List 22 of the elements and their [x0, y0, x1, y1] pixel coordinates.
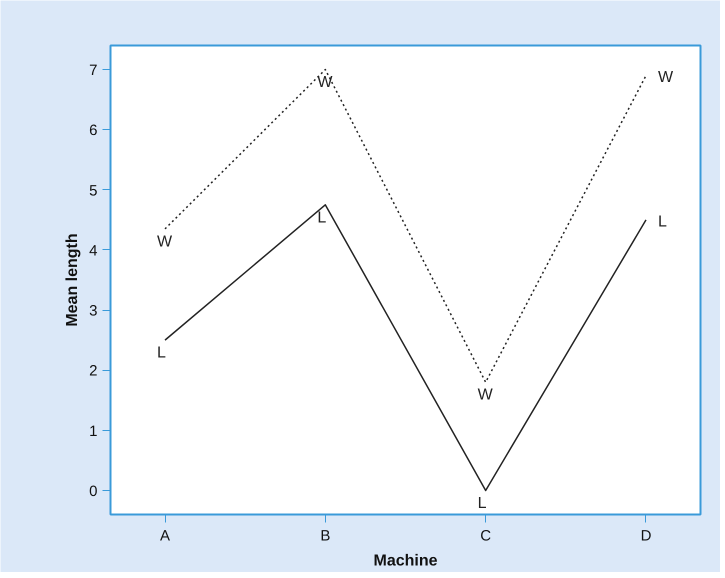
- text: L: [157, 344, 166, 362]
- y-tick-label: 2: [89, 362, 98, 380]
- text: W: [658, 69, 674, 86]
- x-tick-label: D: [640, 528, 652, 544]
- y-tick-label: 5: [89, 182, 98, 200]
- text: W: [157, 233, 172, 250]
- y-tick-label: 7: [89, 62, 98, 80]
- text: L: [478, 494, 487, 512]
- x-tick-label: B: [320, 528, 330, 544]
- x-axis-title: Machine: [373, 552, 438, 570]
- y-tick-label: 0: [89, 482, 98, 500]
- y-tick-label: 4: [89, 242, 98, 260]
- y-tick-label: 6: [89, 122, 98, 140]
- text: W: [478, 386, 493, 404]
- x-tick-label: A: [160, 528, 170, 544]
- text: L: [658, 213, 667, 230]
- x-tick-label: C: [480, 528, 492, 544]
- y-tick-label: 3: [89, 302, 98, 320]
- series-label: W: [317, 74, 334, 92]
- y-tick-label: 1: [89, 422, 98, 440]
- y-axis-title: Mean length: [64, 233, 82, 327]
- series-label: L: [317, 209, 326, 226]
